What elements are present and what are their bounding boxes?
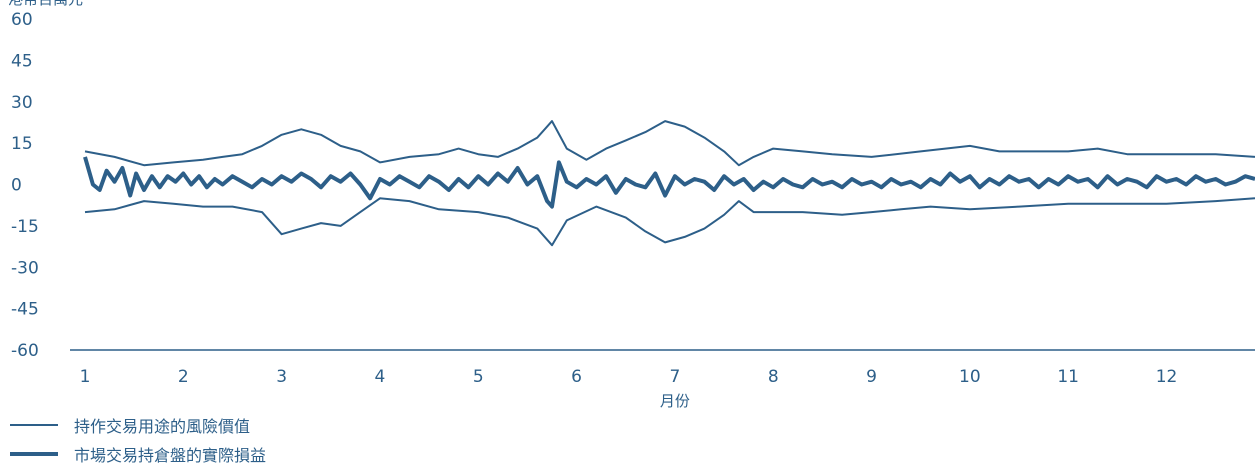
legend-item-var: 持作交易用途的風險價值 — [10, 413, 250, 437]
x-tick-label: 2 — [178, 367, 189, 387]
legend-label-pnl: 市場交易持倉盤的實際損益 — [74, 446, 267, 465]
x-tick-label: 4 — [375, 367, 386, 387]
x-axis-label: 月份 — [660, 392, 690, 410]
legend-label-var: 持作交易用途的風險價值 — [74, 417, 251, 436]
y-tick-label: -60 — [11, 341, 39, 361]
x-tick-label: 11 — [1057, 367, 1079, 387]
x-tick-label: 7 — [670, 367, 681, 387]
y-tick-label: 60 — [11, 10, 33, 30]
x-tick-label: 3 — [276, 367, 287, 387]
x-tick-label: 12 — [1156, 367, 1178, 387]
x-tick-label: 1 — [80, 367, 91, 387]
x-tick-label: 9 — [866, 367, 877, 387]
series-line-lower-band — [84, 197, 1255, 247]
x-tick-label: 10 — [959, 367, 981, 387]
y-unit-label: 港幣百萬元 — [8, 0, 83, 8]
series-line-upper-band — [84, 120, 1255, 167]
x-tick-label: 6 — [571, 367, 582, 387]
y-tick-label: -45 — [11, 300, 39, 320]
y-tick-label: 45 — [11, 51, 33, 71]
y-tick-label: -30 — [11, 258, 39, 278]
x-tick-label: 5 — [473, 367, 484, 387]
y-tick-label: -15 — [11, 217, 39, 237]
y-tick-label: 30 — [11, 93, 33, 113]
x-tick-labels: 1 2 3 4 5 6 7 8 9 10 11 12 — [80, 367, 1178, 387]
y-tick-labels: 60 45 30 15 0 -15 -30 -45 -60 — [11, 10, 39, 361]
legend-swatch-thin — [10, 424, 58, 426]
y-tick-label: 15 — [11, 134, 33, 154]
series-layer — [83, 120, 1255, 247]
y-tick-label: 0 — [11, 176, 22, 196]
series-line-pnl — [83, 156, 1255, 209]
legend-swatch-thick — [10, 452, 58, 456]
legend-item-pnl: 市場交易持倉盤的實際損益 — [10, 442, 266, 466]
x-tick-label: 8 — [768, 367, 779, 387]
